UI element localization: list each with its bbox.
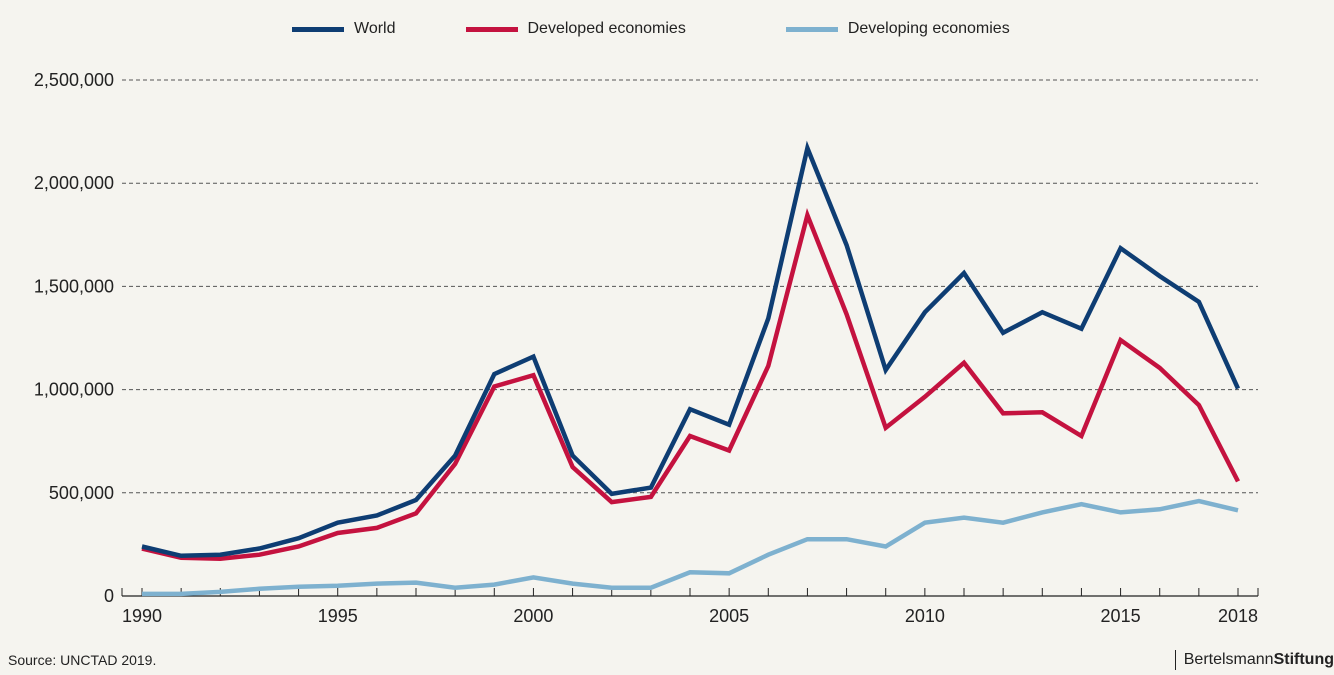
axes (121, 588, 1259, 597)
x-tick-label: 1995 (318, 606, 358, 626)
y-tick-label: 500,000 (49, 483, 114, 503)
y-tick-label: 2,000,000 (34, 173, 114, 193)
legend-item-world: World (292, 20, 396, 38)
legend: World Developed economies Developing eco… (292, 20, 1010, 38)
x-tick-label: 2010 (905, 606, 945, 626)
legend-swatch-developing (785, 26, 838, 32)
series-lines (141, 140, 1241, 597)
series-line-developed (141, 207, 1241, 562)
x-tick-labels: 1990 1995 2000 2005 2010 2015 2018 (122, 606, 1258, 626)
y-tick-labels: 0 500,000 1,000,000 1,500,000 2,000,000 2,500… (34, 70, 114, 606)
grid-lines (122, 79, 1258, 494)
brand-regular: Bertelsmann (1183, 651, 1274, 668)
y-tick-label: 1,500,000 (34, 276, 114, 296)
x-tick-label: 1990 (122, 606, 162, 626)
series-line-developing (142, 498, 1239, 597)
legend-label-developing: Developing economies (847, 20, 1010, 37)
series-line-world (141, 140, 1241, 559)
brand-bold: Stiftung (1273, 651, 1334, 668)
source-note: Source: UNCTAD 2019. (8, 652, 157, 668)
legend-label-world: World (354, 20, 396, 37)
x-tick-label: 2000 (513, 606, 553, 626)
x-tick-label: 2005 (709, 606, 749, 626)
y-tick-label: 1,000,000 (34, 380, 114, 400)
legend-swatch-developed (465, 26, 518, 32)
y-tick-label: 0 (104, 586, 114, 606)
legend-swatch-world (292, 26, 344, 32)
y-tick-label: 2,500,000 (34, 70, 114, 90)
x-tick-label: 2018 (1218, 606, 1258, 626)
x-tick-label: 2015 (1101, 606, 1141, 626)
legend-label-developed: Developed economies (527, 20, 686, 37)
legend-item-developed: Developed economies (465, 20, 686, 38)
legend-item-developing: Developing economies (785, 20, 1010, 38)
brand-logo: BertelsmannStiftung (1174, 650, 1334, 670)
